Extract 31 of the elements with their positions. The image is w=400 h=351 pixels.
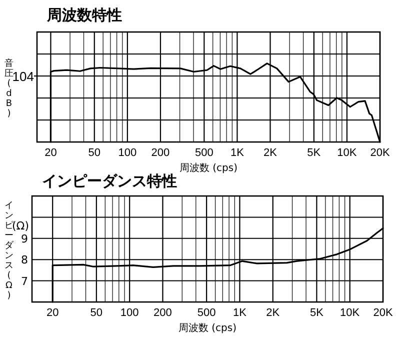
x-tick-label: 5K	[307, 147, 322, 159]
x-axis-title: 周波数 (cps)	[179, 162, 238, 174]
x-tick-label: 50	[90, 307, 103, 319]
x-tick-label: 50	[88, 147, 101, 159]
x-tick-label: 2K	[266, 307, 280, 319]
chart-title: インピーダンス特性	[42, 172, 177, 190]
x-tick-label: 5K	[310, 307, 324, 319]
x-tick-label: 20	[44, 147, 57, 159]
x-tick-label: 20K	[370, 147, 390, 159]
x-axis-title: 周波数 (cps)	[178, 322, 237, 334]
x-tick-label: 10K	[340, 307, 360, 319]
x-tick-label: 1K	[230, 147, 245, 159]
y-tick-label: 7	[21, 274, 28, 288]
text: 104	[12, 69, 34, 84]
text: (Ω)	[12, 219, 29, 232]
x-tick-label: 100	[120, 307, 139, 319]
x-tick-label: 20	[46, 307, 59, 319]
x-tick-label: 1K	[232, 307, 248, 319]
chart-title: 周波数特性	[46, 6, 122, 24]
x-tick-label: 10K	[337, 147, 358, 159]
x-tick-label: 500	[197, 307, 216, 319]
y-tick-label: 9	[21, 232, 28, 246]
x-tick-label: 2K	[264, 147, 278, 159]
y-tick-label: 8	[21, 254, 28, 267]
x-tick-label: 200	[151, 147, 170, 159]
y-axis-title: 音圧 (dB)	[4, 58, 14, 119]
x-tick-label: 500	[194, 147, 214, 159]
x-tick-label: 200	[154, 307, 172, 319]
x-tick-label: 20K	[373, 307, 394, 319]
text: インピーダンス (Ω)	[4, 201, 14, 301]
x-tick-label: 100	[118, 147, 137, 159]
